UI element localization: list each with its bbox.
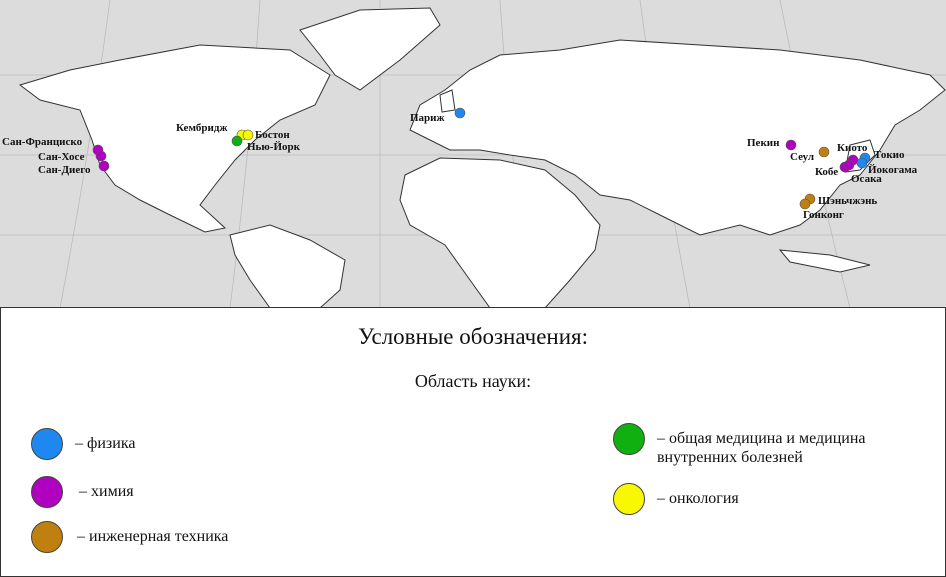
legend-label: – химия (79, 483, 134, 500)
city-label: Сан-Хосе (38, 151, 85, 163)
medicine-swatch (613, 423, 645, 455)
city-label: Гонконг (803, 209, 844, 221)
legend-item-oncology: – онкология (613, 483, 739, 515)
legend-subtitle: Область науки: (414, 371, 532, 391)
legend-label: – общая медицина и медицина внутренних б… (657, 430, 866, 466)
city-label: Сан-Франциско (2, 136, 83, 148)
legend-label: – физика (75, 435, 136, 452)
physics-swatch (31, 428, 63, 460)
legend-item-physics: – физика (31, 428, 135, 460)
city-label: Кембридж (176, 122, 227, 134)
city-marker (818, 146, 830, 158)
legend-item-medicine: – общая медицина и медицина внутренних б… (613, 423, 942, 467)
city-label: Пекин (747, 137, 780, 149)
city-marker (785, 139, 797, 151)
legend-label: – онкология (657, 490, 739, 507)
indonesia (778, 249, 871, 273)
legend: Условные обозначения: Область науки: – ф… (0, 307, 946, 577)
legend-item-chemistry: – химия (31, 476, 134, 508)
engineering-swatch (31, 521, 63, 553)
city-label: Нью-Йорк (247, 141, 301, 153)
city-label: Париж (410, 112, 445, 124)
city-marker (231, 135, 243, 147)
city-label: Киото (837, 142, 868, 154)
africa (399, 157, 601, 308)
chemistry-swatch (31, 476, 63, 508)
city-marker (98, 160, 110, 172)
city-label: Бостон (255, 129, 290, 141)
city-marker (843, 159, 855, 171)
eurasia (409, 39, 946, 236)
city-label: Осака (851, 173, 882, 185)
south-america (229, 224, 346, 308)
city-marker (95, 150, 107, 162)
legend-label: – инженерная техника (77, 528, 229, 545)
city-marker (454, 107, 466, 119)
city-label: Кобе (815, 166, 838, 178)
legend-item-engineering: – инженерная техника (31, 521, 228, 553)
city-marker (242, 129, 254, 141)
city-label: Шэньчжэнь (818, 195, 877, 207)
city-marker (856, 157, 868, 169)
britain (439, 89, 456, 113)
city-label: Йокогама (868, 164, 918, 176)
city-label: Токио (874, 149, 905, 161)
city-label: Сан-Диего (38, 164, 91, 176)
legend-title: Условные обозначения: (357, 324, 589, 349)
oncology-swatch (613, 483, 645, 515)
land (18, 7, 946, 308)
city-label: Сеул (790, 151, 814, 163)
greenland (299, 7, 441, 91)
city-marker (799, 198, 811, 210)
